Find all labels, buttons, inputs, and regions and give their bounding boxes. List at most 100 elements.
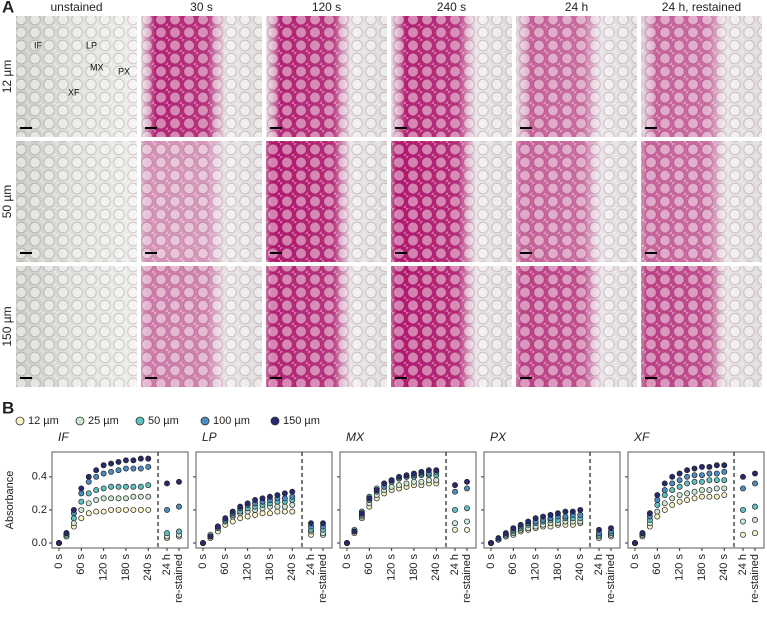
x-tick-label: re-stained xyxy=(749,554,761,603)
data-point xyxy=(555,510,561,517)
data-point xyxy=(464,478,470,485)
data-point xyxy=(100,485,107,492)
data-point xyxy=(137,483,144,490)
x-tick-label: 60 s xyxy=(363,554,375,575)
data-point xyxy=(411,478,417,485)
x-tick-label: re-stained xyxy=(173,554,185,603)
x-tick-label: 120 s xyxy=(386,554,398,581)
data-point xyxy=(706,493,713,500)
panel-label: B xyxy=(2,398,14,417)
data-point xyxy=(70,520,77,527)
data-point xyxy=(669,487,676,494)
data-point xyxy=(684,490,691,497)
chart-title: LP xyxy=(202,430,217,444)
data-point xyxy=(123,483,129,490)
data-point xyxy=(452,506,458,513)
data-point xyxy=(130,457,137,464)
data-point xyxy=(145,506,152,513)
data-point xyxy=(244,513,251,520)
data-point xyxy=(706,470,713,477)
x-tick-label: 180 s xyxy=(552,554,564,581)
data-point xyxy=(123,465,129,472)
data-point xyxy=(525,518,532,525)
data-point xyxy=(164,480,170,487)
data-point xyxy=(200,540,206,546)
data-point xyxy=(358,510,365,517)
data-point xyxy=(639,530,646,537)
data-point xyxy=(281,495,288,502)
data-point xyxy=(289,508,296,515)
data-point xyxy=(108,460,115,467)
data-point xyxy=(699,478,705,485)
legend-swatch xyxy=(200,416,210,426)
data-point xyxy=(418,468,425,475)
x-tick-label: re-stained xyxy=(605,554,617,603)
data-point xyxy=(289,488,296,495)
data-point xyxy=(699,493,705,500)
data-point xyxy=(713,462,720,469)
data-point xyxy=(721,492,728,498)
data-point xyxy=(259,495,266,502)
data-point xyxy=(646,510,653,517)
x-tick-label: 24 h xyxy=(593,554,605,575)
data-point xyxy=(676,470,683,477)
data-point xyxy=(691,478,698,485)
data-point xyxy=(85,478,92,485)
data-point xyxy=(100,508,107,515)
data-point xyxy=(207,533,214,540)
data-point xyxy=(433,467,440,474)
data-point xyxy=(123,457,129,464)
micrograph-texture xyxy=(266,266,387,387)
x-tick-label: 24 h xyxy=(449,554,461,575)
data-point xyxy=(93,508,100,515)
data-point xyxy=(452,526,458,533)
plot-frame xyxy=(627,451,765,549)
data-point xyxy=(267,510,273,517)
chart-title: PX xyxy=(490,430,507,444)
data-point xyxy=(752,516,758,523)
x-tick-label: 0 s xyxy=(341,554,353,569)
data-point xyxy=(85,490,92,497)
x-tick-label: 120 s xyxy=(242,554,254,581)
data-point xyxy=(70,515,77,522)
data-point xyxy=(488,540,494,546)
x-tick-label: 240 s xyxy=(142,554,154,581)
x-tick-label: 240 s xyxy=(286,554,298,581)
x-tick-label: 60 s xyxy=(75,554,87,575)
x-tick-label: 60 s xyxy=(651,554,663,575)
data-point xyxy=(145,455,152,462)
tissue-annotation: LP xyxy=(86,40,97,50)
data-point xyxy=(510,525,517,532)
row-label: 150 µm xyxy=(0,306,14,346)
data-point xyxy=(373,487,380,494)
data-point xyxy=(274,508,281,515)
x-tick-label: 0 s xyxy=(629,554,641,569)
data-point xyxy=(433,477,440,484)
data-point xyxy=(115,467,122,474)
micrograph-texture xyxy=(141,16,262,137)
data-point xyxy=(85,500,92,507)
data-point xyxy=(452,488,458,495)
data-point xyxy=(344,540,350,546)
data-point xyxy=(706,463,713,470)
data-point xyxy=(137,465,144,472)
data-point xyxy=(123,506,129,513)
data-point xyxy=(654,492,661,498)
data-point xyxy=(721,477,728,484)
data-point xyxy=(740,473,746,480)
data-point xyxy=(78,490,85,497)
data-point xyxy=(654,513,661,520)
micrograph-texture xyxy=(266,141,387,262)
data-point xyxy=(684,467,691,474)
data-point xyxy=(93,497,100,503)
data-point xyxy=(85,510,92,517)
data-point xyxy=(676,477,683,484)
micrograph-texture xyxy=(641,141,762,262)
micrograph-texture xyxy=(641,266,762,387)
data-point xyxy=(78,506,85,513)
data-point xyxy=(145,463,152,470)
data-point xyxy=(669,502,676,508)
data-point xyxy=(418,478,425,485)
data-point xyxy=(661,500,668,507)
